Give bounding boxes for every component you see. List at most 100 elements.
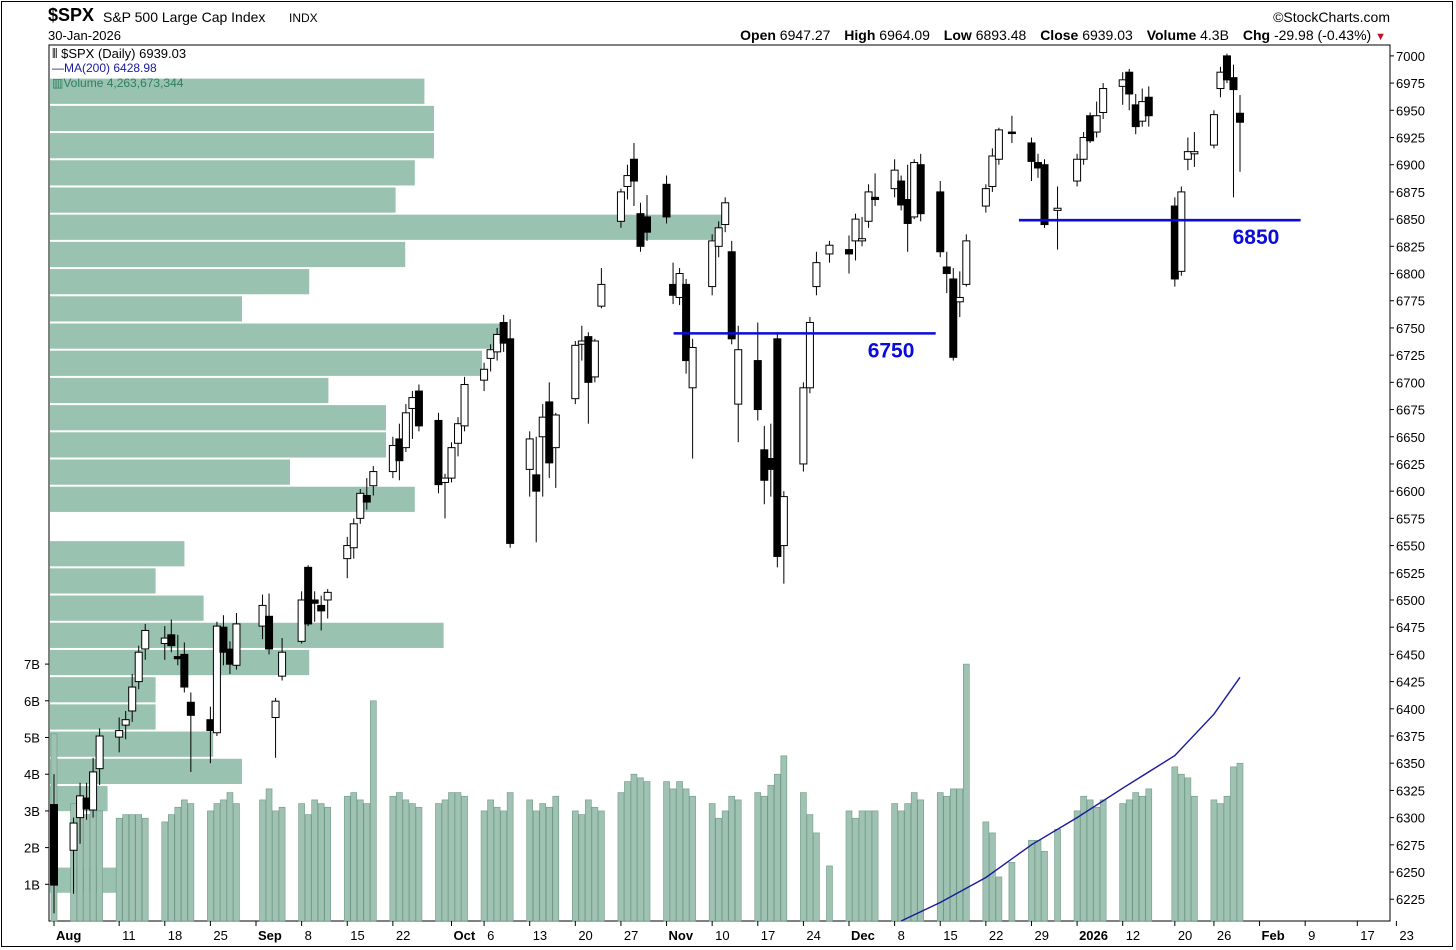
candle — [551, 412, 560, 488]
y-tick-label: 6525 — [1396, 566, 1425, 581]
volume-bar — [174, 806, 182, 922]
candle — [760, 425, 769, 505]
volume-bar — [774, 773, 781, 922]
candle-body-up — [590, 340, 599, 378]
volume-bar — [532, 810, 540, 922]
candle — [1092, 101, 1101, 138]
candles-layer — [50, 53, 1244, 914]
volume-by-price-bar — [50, 622, 444, 648]
y-tick-label: 6675 — [1396, 403, 1425, 418]
brand: ©StockCharts.com — [1273, 9, 1390, 25]
price-axis: 6225 6250 6275 6300 6325 6350 6375 6400 6425 6450… — [1390, 49, 1425, 907]
candle-body-down — [949, 278, 958, 358]
x-tick-label: 26 — [1217, 928, 1231, 943]
candle-body-down — [903, 199, 912, 224]
candle-body-up — [799, 387, 808, 465]
candle — [1027, 137, 1036, 182]
candle-body-down — [871, 196, 880, 201]
candle-body-up — [962, 240, 971, 285]
chg-value: -29.98 (-0.43%) — [1273, 27, 1372, 43]
candle — [1079, 132, 1088, 165]
volume-bar — [226, 792, 234, 922]
volume-bar — [1099, 799, 1107, 922]
close-value: 6939.03 — [1082, 27, 1133, 43]
candle-body-up — [597, 283, 606, 307]
candle — [545, 382, 554, 479]
candle — [317, 595, 326, 631]
candle-body-up — [69, 822, 78, 851]
candle-body-up — [121, 719, 130, 726]
volume-bar — [917, 799, 924, 922]
low-value: 6893.48 — [975, 27, 1027, 43]
candle — [910, 159, 919, 220]
x-tick-label: 9 — [1308, 928, 1315, 943]
x-tick-label: 10 — [715, 928, 729, 943]
candle — [343, 536, 352, 579]
volume-bar — [845, 810, 853, 922]
volume-tick-label: 2B — [24, 841, 40, 856]
candle-body-up — [910, 162, 919, 218]
candle — [1144, 86, 1153, 127]
ma200-line — [900, 676, 1241, 922]
volume-bar — [161, 821, 169, 922]
volume-bar — [1138, 795, 1146, 922]
candle-body-down — [636, 213, 645, 247]
volume-bar — [1210, 799, 1218, 922]
candle — [994, 127, 1003, 165]
volume-bar — [813, 832, 820, 922]
candle — [525, 431, 534, 497]
volume-bar — [539, 803, 547, 922]
candle-body-down — [942, 266, 951, 275]
x-tick-label: 23 — [1399, 928, 1413, 943]
candle — [362, 478, 371, 510]
candle-body-up — [890, 169, 899, 190]
volume-bar — [617, 792, 625, 922]
x-tick-label: 11 — [122, 928, 135, 943]
candle — [486, 344, 495, 372]
candle — [1053, 186, 1062, 250]
y-tick-label: 6375 — [1396, 729, 1425, 744]
candle — [440, 473, 449, 519]
volume-bar — [343, 795, 351, 922]
volume-bar — [311, 799, 318, 922]
candle-body-up — [369, 471, 378, 487]
volume-by-price-bar — [50, 541, 185, 567]
candle-body-up — [714, 227, 723, 247]
volume-bar — [389, 795, 397, 922]
candle-body-up — [89, 771, 98, 811]
candle-body-up — [271, 700, 280, 719]
candle-body-up — [297, 599, 306, 642]
candle-body-up — [1099, 88, 1108, 113]
candle-body-up — [1183, 151, 1192, 160]
volume-bar — [643, 781, 651, 922]
candle-body-down — [845, 249, 854, 255]
volume-bar — [298, 803, 305, 922]
volume-bar — [806, 814, 814, 922]
y-tick-label: 6850 — [1396, 212, 1425, 227]
volume-bar — [207, 810, 214, 922]
candle-body-up — [1190, 151, 1199, 155]
candle — [936, 181, 945, 258]
candle — [128, 673, 137, 722]
y-tick-label: 6575 — [1396, 511, 1425, 526]
y-tick-label: 6450 — [1396, 647, 1425, 662]
annotation-label: 6850 — [1233, 226, 1280, 249]
volume-bar — [989, 832, 996, 922]
x-tick-label: 20 — [578, 928, 592, 943]
volume-bars-layer — [50, 663, 1244, 922]
volume-bar — [1178, 773, 1185, 922]
candle-body-up — [571, 344, 580, 400]
candle-body-down — [584, 336, 593, 383]
candle — [805, 317, 814, 394]
candle — [988, 148, 997, 192]
volume-bar — [441, 799, 449, 922]
candle — [955, 271, 964, 318]
candle — [571, 340, 580, 405]
volume-by-price-bar — [50, 377, 329, 404]
candle-body-down — [532, 474, 541, 492]
volume-bar — [663, 781, 670, 922]
annotations-layer: 6750 6850 — [673, 218, 1301, 362]
candle-body-up — [440, 477, 449, 483]
index-name: S&P 500 Large Cap Index — [103, 9, 266, 25]
